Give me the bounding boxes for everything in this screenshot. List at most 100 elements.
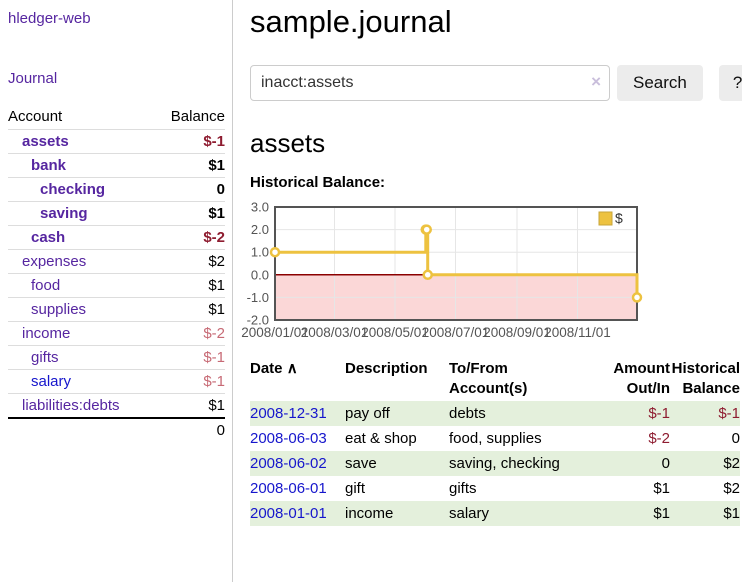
transaction-balance: $2 bbox=[723, 455, 740, 472]
search-button[interactable]: Search bbox=[617, 65, 703, 101]
register-row: 2008-01-01 income salary $1 $1 bbox=[250, 501, 740, 526]
account-heading: assets bbox=[250, 128, 326, 158]
search-bar: × Search ? bbox=[250, 65, 742, 101]
svg-text:2008/05/01: 2008/05/01 bbox=[361, 325, 429, 340]
transaction-amount: $-2 bbox=[648, 430, 670, 447]
account-balance: $1 bbox=[154, 273, 225, 298]
account-balance: $-1 bbox=[154, 369, 225, 394]
sort-up-icon: ∧ bbox=[286, 360, 298, 377]
account-row: saving $1 bbox=[8, 201, 225, 226]
sidebar-item-journal[interactable]: Journal bbox=[8, 70, 58, 87]
account-row: income $-2 bbox=[8, 321, 225, 346]
transaction-date-link[interactable]: 2008-06-02 bbox=[250, 455, 327, 472]
account-balance: $-2 bbox=[154, 321, 225, 346]
historical-balance-chart: $3.0 2.0 1.0 0.0 -1.0 -2.0 2008/01/01 2008/03/0… bbox=[241, 200, 742, 340]
account-row: salary $-1 bbox=[8, 369, 225, 394]
account-link[interactable]: gifts bbox=[31, 349, 59, 366]
transaction-balance: $2 bbox=[723, 480, 740, 497]
register-row: 2008-12-31 pay off debts $-1 $-1 bbox=[250, 401, 740, 426]
account-link[interactable]: saving bbox=[40, 205, 88, 222]
account-link[interactable]: supplies bbox=[31, 301, 87, 318]
account-link[interactable]: salary bbox=[31, 373, 72, 390]
account-balance: $-1 bbox=[154, 129, 225, 154]
account-link[interactable]: income bbox=[22, 325, 71, 342]
account-balance: $2 bbox=[154, 249, 225, 274]
account-row: gifts $-1 bbox=[8, 345, 225, 370]
page-title: sample.journal bbox=[250, 4, 452, 39]
account-row: assets $-1 bbox=[8, 129, 225, 154]
account-row: expenses $2 bbox=[8, 249, 225, 274]
svg-text:2008/07/01: 2008/07/01 bbox=[422, 325, 490, 340]
register-header-row: Date ∧ Description To/From Account(s) Amo… bbox=[250, 357, 740, 401]
account-link[interactable]: checking bbox=[40, 181, 106, 198]
account-link[interactable]: assets bbox=[22, 133, 69, 150]
svg-text:2008/09/01: 2008/09/01 bbox=[483, 325, 551, 340]
svg-text:-2.0: -2.0 bbox=[247, 313, 269, 328]
register-header-description: Description bbox=[345, 360, 428, 377]
register-header-balance: Historical Balance bbox=[671, 360, 740, 397]
transaction-accounts: debts bbox=[449, 405, 486, 422]
transaction-amount: 0 bbox=[661, 455, 670, 472]
account-balance: $1 bbox=[154, 201, 225, 226]
transaction-balance: $-1 bbox=[718, 405, 740, 422]
account-balance: $1 bbox=[154, 153, 225, 178]
transaction-description: save bbox=[345, 455, 377, 472]
transaction-accounts: food, supplies bbox=[449, 430, 542, 447]
accounts-table: Account Balance assets $-1 bank $1 check… bbox=[8, 105, 225, 442]
svg-text:3.0: 3.0 bbox=[251, 200, 269, 215]
clear-search-icon[interactable]: × bbox=[591, 72, 601, 91]
transaction-amount: $1 bbox=[653, 480, 670, 497]
account-link[interactable]: bank bbox=[31, 157, 67, 174]
svg-text:-1.0: -1.0 bbox=[247, 290, 269, 305]
transaction-accounts: gifts bbox=[449, 480, 477, 497]
register-header-date[interactable]: Date ∧ bbox=[250, 360, 298, 377]
register-row: 2008-06-01 gift gifts $1 $2 bbox=[250, 476, 740, 501]
transaction-balance: $1 bbox=[723, 505, 740, 522]
transaction-description: income bbox=[345, 505, 394, 522]
transaction-date-link[interactable]: 2008-06-03 bbox=[250, 430, 327, 447]
account-link[interactable]: liabilities:debts bbox=[22, 397, 120, 414]
transaction-description: gift bbox=[345, 480, 366, 497]
search-input-wrap: × bbox=[250, 65, 610, 101]
svg-text:2.0: 2.0 bbox=[251, 222, 269, 237]
transaction-accounts: salary bbox=[449, 505, 490, 522]
transaction-accounts: saving, checking bbox=[449, 455, 560, 472]
account-link[interactable]: food bbox=[31, 277, 61, 294]
account-row: checking 0 bbox=[8, 177, 225, 202]
accounts-total-value: 0 bbox=[154, 417, 225, 442]
transaction-date-link[interactable]: 2008-01-01 bbox=[250, 505, 327, 522]
register-table: Date ∧ Description To/From Account(s) Amo… bbox=[250, 357, 740, 526]
svg-text:1.0: 1.0 bbox=[251, 245, 269, 260]
svg-text:0.0: 0.0 bbox=[251, 267, 269, 282]
transaction-date-link[interactable]: 2008-06-01 bbox=[250, 480, 327, 497]
sidebar: hledger-web Journal Account Balance asse… bbox=[0, 0, 233, 582]
sidebar-nav: Journal bbox=[8, 70, 225, 88]
transaction-date-link[interactable]: 2008-12-31 bbox=[250, 405, 327, 422]
register-header-accounts: To/From Account(s) bbox=[449, 360, 528, 397]
svg-text:$: $ bbox=[615, 210, 623, 226]
svg-text:2008/11/01: 2008/11/01 bbox=[544, 325, 611, 340]
app-title-link[interactable]: hledger-web bbox=[8, 10, 91, 27]
account-balance: $1 bbox=[154, 297, 225, 322]
chart-title: Historical Balance: bbox=[250, 174, 386, 191]
accounts-header-balance: Balance bbox=[170, 108, 225, 125]
help-button[interactable]: ? bbox=[718, 65, 742, 101]
account-row: supplies $1 bbox=[8, 297, 225, 322]
account-row: cash $-2 bbox=[8, 225, 225, 250]
accounts-total-spacer bbox=[8, 417, 155, 442]
account-link[interactable]: expenses bbox=[22, 253, 87, 270]
search-input[interactable] bbox=[250, 65, 610, 101]
svg-text:2008/01/01: 2008/01/01 bbox=[241, 325, 309, 340]
account-link[interactable]: cash bbox=[31, 229, 66, 246]
register-row: 2008-06-03 eat & shop food, supplies $-2… bbox=[250, 426, 740, 451]
accounts-total-row: 0 bbox=[8, 417, 225, 442]
account-row: food $1 bbox=[8, 273, 225, 298]
app-title: hledger-web bbox=[8, 10, 225, 28]
accounts-header-account: Account bbox=[8, 108, 63, 125]
register-row: 2008-06-02 save saving, checking 0 $2 bbox=[250, 451, 740, 476]
transaction-balance: 0 bbox=[731, 430, 740, 447]
register-header-amount: Amount Out/In bbox=[613, 360, 670, 397]
account-balance: $1 bbox=[154, 393, 225, 418]
main-content: sample.journal × Search ? assets Histori… bbox=[233, 0, 742, 582]
